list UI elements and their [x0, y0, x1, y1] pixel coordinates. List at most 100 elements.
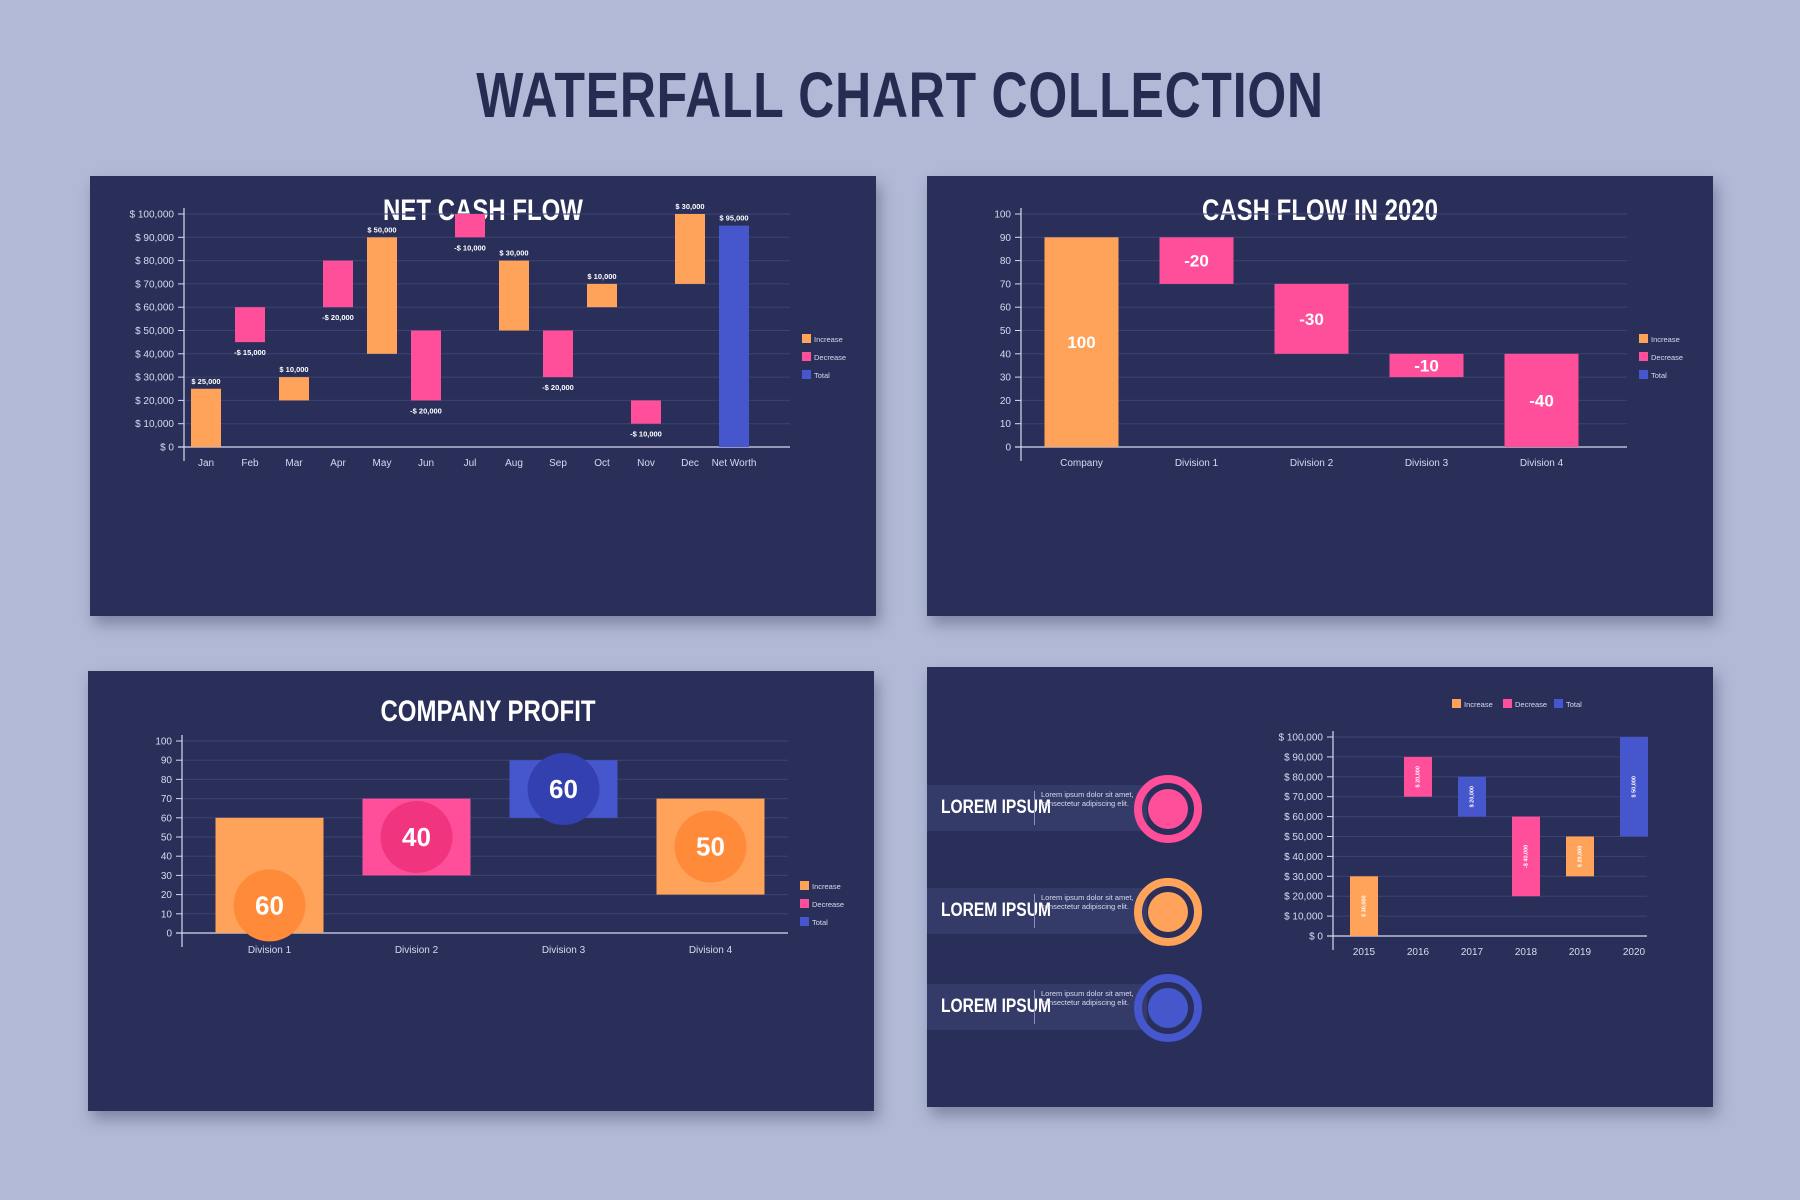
x-tick-label: Division 1: [248, 945, 292, 956]
data-label: -$ 15,000: [234, 348, 266, 357]
lorem-item-text: Lorem ipsum dolor sit amet, consectetur …: [1041, 893, 1134, 911]
lorem-item-title: LOREM IPSUM: [941, 797, 1051, 818]
x-tick-label: Feb: [241, 458, 259, 469]
y-tick-label: 40: [161, 852, 173, 863]
lorem-item-text: Lorem ipsum dolor sit amet, consectetur …: [1041, 790, 1134, 808]
y-tick-label: $ 100,000: [1279, 733, 1324, 744]
bar-decrease: [1389, 353, 1464, 378]
y-tick-label: $ 0: [160, 443, 174, 454]
lorem-item: LOREM IPSUM Lorem ipsum dolor sit amet, …: [927, 888, 1147, 934]
bar-decrease: [543, 330, 573, 378]
legend-swatch-total: [1554, 699, 1563, 708]
data-label: 60: [255, 890, 284, 920]
legend-swatch-total: [800, 917, 809, 926]
legend-label-increase: Increase: [1464, 700, 1493, 709]
data-label: $ 50,000: [1631, 776, 1637, 797]
legend-label-total: Total: [812, 918, 828, 927]
bar-total: [1458, 776, 1486, 817]
data-label: $ 20,000: [1577, 846, 1583, 867]
lorem-item: LOREM IPSUM Lorem ipsum dolor sit amet, …: [927, 785, 1147, 831]
lorem-item-title: LOREM IPSUM: [941, 996, 1051, 1017]
chart-title: CASH FLOW IN 2020: [1202, 192, 1438, 226]
bar-total: [719, 225, 749, 447]
y-tick-label: $ 60,000: [1284, 812, 1323, 823]
y-tick-label: $ 80,000: [135, 256, 174, 267]
data-label-circle: [527, 753, 600, 825]
x-tick-label: Dec: [681, 458, 699, 469]
y-tick-label: 20: [161, 890, 173, 901]
legend-swatch-decrease: [800, 899, 809, 908]
legend-label-increase: Increase: [1651, 335, 1680, 344]
legend-label-decrease: Decrease: [1651, 353, 1683, 362]
data-label: -20: [1184, 252, 1209, 271]
y-tick-label: 30: [161, 871, 173, 882]
y-tick-label: $ 50,000: [1284, 832, 1323, 843]
bar-increase: [191, 388, 221, 447]
y-tick-label: 80: [161, 775, 173, 786]
y-tick-label: $ 30,000: [1284, 872, 1323, 883]
y-tick-label: $ 90,000: [135, 233, 174, 244]
bar-decrease: [1159, 237, 1234, 284]
legend-label-total: Total: [1566, 700, 1582, 709]
x-tick-label: Apr: [330, 458, 346, 469]
bar-increase: [1350, 876, 1378, 936]
x-tick-label: Company: [1060, 458, 1103, 469]
x-tick-label: 2018: [1515, 947, 1538, 958]
data-label: $ 25,000: [191, 377, 220, 386]
x-tick-label: 2017: [1461, 947, 1484, 958]
lorem-divider: [1034, 791, 1035, 825]
bar-increase: [279, 377, 309, 401]
y-tick-label: $ 40,000: [135, 349, 174, 360]
lorem-divider: [1034, 990, 1035, 1024]
data-label: $ 20,000: [1415, 766, 1421, 787]
y-tick-label: 90: [1000, 233, 1012, 244]
legend-label-increase: Increase: [814, 335, 843, 344]
blue-circle-icon: [1134, 974, 1202, 1042]
x-tick-label: Division 2: [395, 945, 439, 956]
y-tick-label: 0: [166, 929, 172, 940]
y-tick-label: $ 60,000: [135, 303, 174, 314]
x-tick-label: Mar: [285, 458, 303, 469]
data-label-circle: [380, 801, 453, 873]
lorem-item-title: LOREM IPSUM: [941, 900, 1051, 921]
y-tick-label: $ 100,000: [130, 210, 175, 221]
data-label: 60: [549, 774, 578, 804]
lorem-item-text: Lorem ipsum dolor sit amet, consectetur …: [1041, 989, 1134, 1007]
bar-decrease: [1404, 756, 1432, 797]
bar-decrease: [323, 260, 353, 308]
y-tick-label: 80: [1000, 256, 1012, 267]
legend-label-decrease: Decrease: [1515, 700, 1547, 709]
x-tick-label: Jul: [464, 458, 477, 469]
data-label: -$ 40,000: [1523, 845, 1529, 868]
y-tick-label: 100: [155, 737, 172, 748]
legend-label-increase: Increase: [812, 882, 841, 891]
legend-swatch-increase: [1452, 699, 1461, 708]
data-label: $ 95,000: [719, 214, 748, 223]
net-cash-flow-panel: NET CASH FLOW $ 0 $ 10,000 $ 20,000 $ 30,000…: [90, 176, 876, 616]
data-label-circle: [233, 869, 306, 942]
bar-decrease: [1504, 353, 1579, 447]
cash-flow-2020-chart: CASH FLOW IN 2020 0 10 20 30 40 50 60 70 80 90 100 C…: [994, 192, 1683, 469]
orange-circle-icon-center: [1148, 892, 1188, 932]
data-label: -$ 20,000: [322, 313, 354, 322]
legend-swatch-total: [802, 370, 811, 379]
legend-swatch-increase: [802, 334, 811, 343]
chart-title: COMPANY PROFIT: [380, 693, 595, 727]
y-tick-label: 60: [1000, 303, 1012, 314]
y-tick-label: 10: [1000, 419, 1012, 430]
x-tick-label: Division 4: [689, 945, 733, 956]
bar-increase: [587, 283, 617, 308]
y-tick-label: 30: [1000, 373, 1012, 384]
bar-increase: [367, 237, 397, 354]
x-tick-label: Division 3: [1405, 458, 1449, 469]
x-tick-label: Nov: [637, 458, 655, 469]
x-tick-label: Division 3: [542, 945, 586, 956]
bar-increase: [675, 214, 705, 284]
y-tick-label: $ 50,000: [135, 326, 174, 337]
y-tick-label: $ 30,000: [135, 373, 174, 384]
data-label: 100: [1067, 333, 1095, 352]
x-tick-label: 2020: [1623, 947, 1646, 958]
legend-swatch-decrease: [1639, 352, 1648, 361]
data-label: $ 50,000: [367, 225, 396, 234]
company-profit-panel: COMPANY PROFIT 0 10 20 30 40 50 60 70 80 90 100 Divi…: [88, 671, 874, 1111]
